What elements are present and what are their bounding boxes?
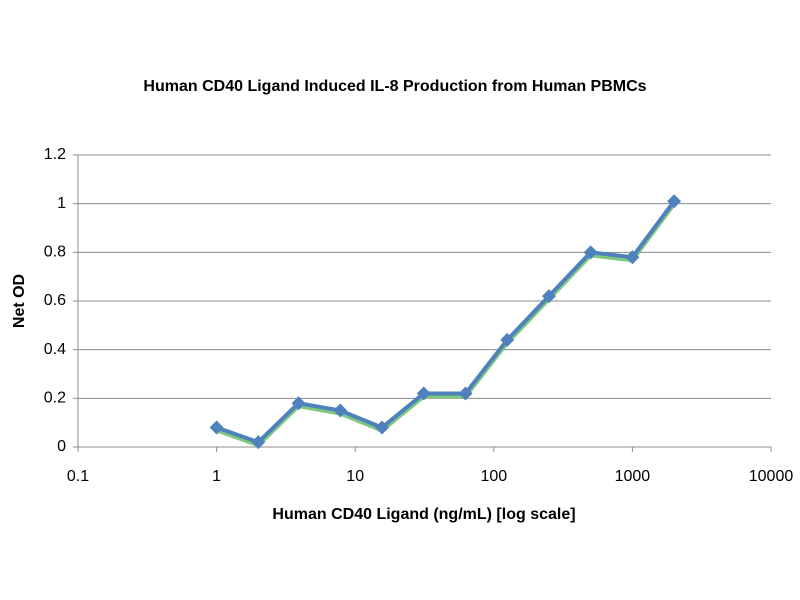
line-shadow (215, 203, 676, 448)
y-tick-label: 0.8 (44, 244, 66, 261)
x-tick-label: 1 (212, 468, 221, 485)
marker (374, 420, 389, 435)
marker (291, 396, 306, 411)
y-tick-label: 0.4 (44, 341, 66, 358)
marker (667, 194, 682, 209)
y-tick-label: 0.2 (44, 390, 66, 407)
y-tick-label: 0 (57, 438, 66, 455)
marker (209, 420, 224, 435)
marker (625, 250, 640, 265)
x-tick-label: 1000 (615, 468, 651, 485)
marker (500, 332, 515, 347)
marker (251, 435, 266, 450)
x-tick-label: 100 (480, 468, 507, 485)
marker (333, 403, 348, 418)
y-tick-label: 1.2 (44, 146, 66, 163)
marker (416, 386, 431, 401)
line (215, 200, 676, 445)
y-tick-label: 0.6 (44, 292, 66, 309)
y-tick-label: 1 (57, 195, 66, 212)
marker (583, 245, 598, 260)
x-tick-label: 0.1 (67, 468, 89, 485)
x-tick-label: 10000 (749, 468, 794, 485)
y-axis-label: Net OD (11, 274, 28, 328)
chart-title: Human CD40 Ligand Induced IL-8 Productio… (143, 78, 646, 95)
marker (458, 386, 473, 401)
marker (541, 289, 556, 304)
x-tick-label: 10 (346, 468, 364, 485)
x-axis-label: Human CD40 Ligand (ng/mL) [log scale] (272, 506, 575, 523)
